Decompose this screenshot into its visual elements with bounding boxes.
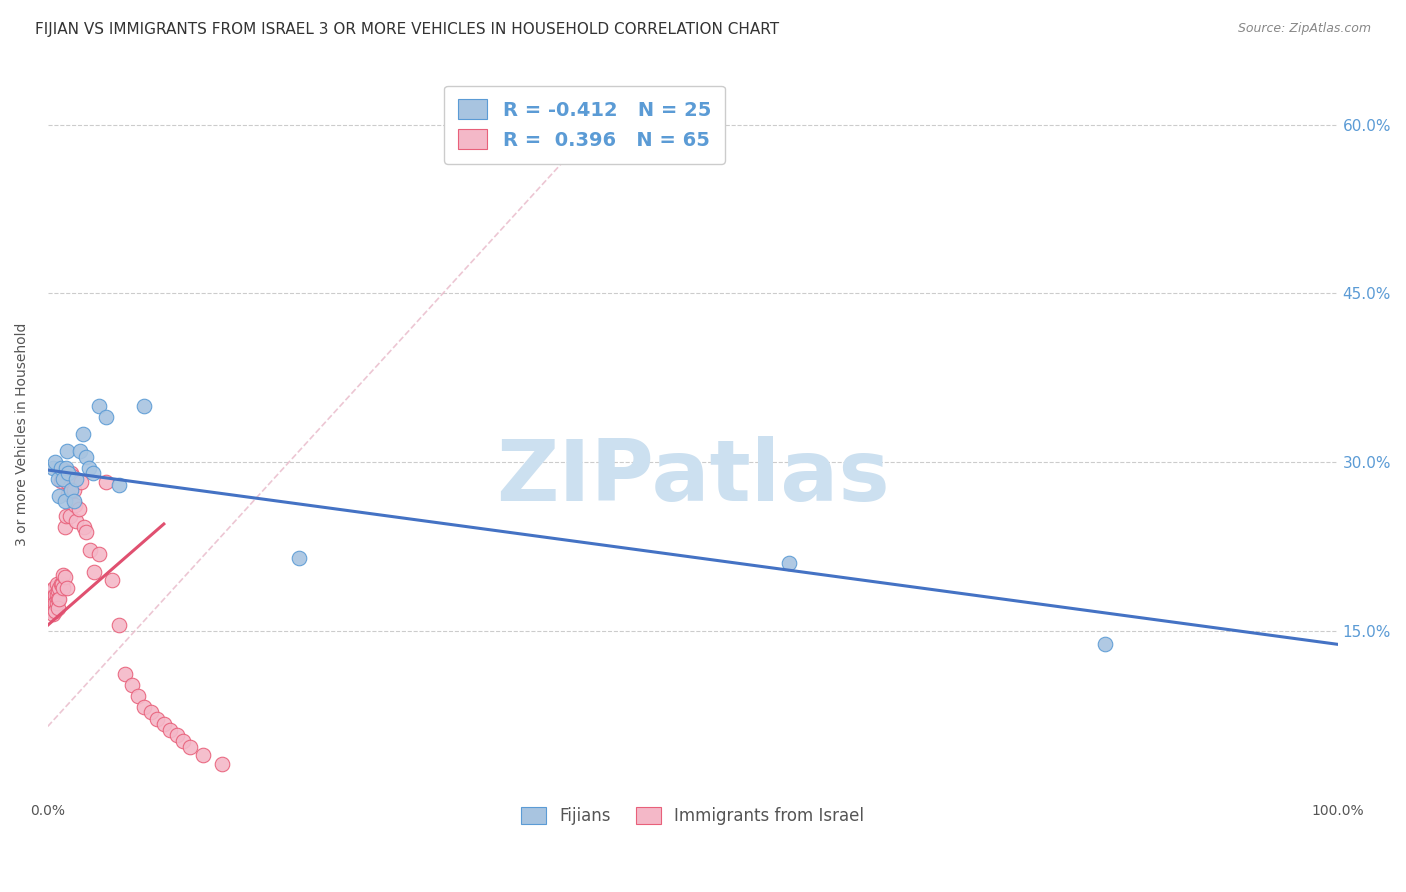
Text: Source: ZipAtlas.com: Source: ZipAtlas.com — [1237, 22, 1371, 36]
Point — [48, 489, 70, 503]
Y-axis label: 3 or more Vehicles in Household: 3 or more Vehicles in Household — [15, 322, 30, 546]
Point — [67, 502, 90, 516]
Point — [38, 584, 60, 599]
Point — [89, 399, 111, 413]
Point — [94, 475, 117, 490]
Point — [55, 464, 77, 478]
Legend: Fijians, Immigrants from Israel: Fijians, Immigrants from Israel — [512, 797, 875, 835]
Point — [166, 728, 188, 742]
Point — [49, 460, 72, 475]
Point — [44, 588, 66, 602]
Point — [62, 494, 84, 508]
Point — [39, 601, 62, 615]
Point — [65, 472, 87, 486]
Text: FIJIAN VS IMMIGRANTS FROM ISRAEL 3 OR MORE VEHICLES IN HOUSEHOLD CORRELATION CHA: FIJIAN VS IMMIGRANTS FROM ISRAEL 3 OR MO… — [35, 22, 779, 37]
Point — [1094, 637, 1116, 651]
Point — [45, 588, 67, 602]
Point — [62, 483, 84, 498]
Point — [58, 486, 80, 500]
Point — [41, 590, 63, 604]
Point — [69, 443, 91, 458]
Point — [53, 520, 76, 534]
Point — [75, 524, 97, 539]
Point — [107, 477, 129, 491]
Point — [44, 596, 66, 610]
Text: ZIPatlas: ZIPatlas — [496, 436, 890, 519]
Point — [121, 678, 143, 692]
Point — [72, 427, 94, 442]
Point — [46, 472, 69, 486]
Point — [48, 592, 70, 607]
Point — [77, 460, 100, 475]
Point — [44, 590, 66, 604]
Point — [70, 475, 93, 490]
Point — [42, 592, 65, 607]
Point — [59, 509, 82, 524]
Point — [56, 443, 79, 458]
Point — [46, 592, 69, 607]
Point — [56, 581, 79, 595]
Point — [134, 700, 156, 714]
Point — [134, 399, 156, 413]
Point — [55, 460, 77, 475]
Point — [59, 483, 82, 498]
Point — [94, 410, 117, 425]
Point — [82, 467, 104, 481]
Point — [46, 601, 69, 615]
Point — [41, 604, 63, 618]
Point — [44, 455, 66, 469]
Point — [179, 739, 201, 754]
Point — [53, 570, 76, 584]
Point — [42, 607, 65, 621]
Point — [288, 550, 311, 565]
Point — [52, 567, 75, 582]
Point — [153, 717, 176, 731]
Point — [51, 467, 73, 481]
Point — [65, 514, 87, 528]
Point — [44, 604, 66, 618]
Point — [44, 596, 66, 610]
Point — [49, 576, 72, 591]
Point — [159, 723, 181, 737]
Point — [52, 581, 75, 595]
Point — [79, 542, 101, 557]
Point — [127, 689, 149, 703]
Point — [172, 734, 194, 748]
Point — [45, 576, 67, 591]
Point — [60, 468, 83, 483]
Point — [101, 573, 124, 587]
Point — [41, 599, 63, 613]
Point — [55, 509, 77, 524]
Point — [139, 705, 162, 719]
Point — [89, 547, 111, 561]
Point — [191, 747, 214, 762]
Point — [778, 557, 800, 571]
Point — [146, 712, 169, 726]
Point — [211, 756, 233, 771]
Point — [59, 467, 82, 481]
Point — [58, 467, 80, 481]
Point — [56, 475, 79, 490]
Point — [75, 450, 97, 464]
Point — [45, 596, 67, 610]
Point — [51, 576, 73, 591]
Point — [73, 520, 96, 534]
Point — [83, 566, 105, 580]
Point — [107, 618, 129, 632]
Point — [39, 596, 62, 610]
Point — [53, 494, 76, 508]
Point — [48, 581, 70, 595]
Point — [42, 601, 65, 615]
Point — [52, 472, 75, 486]
Point — [49, 475, 72, 489]
Point — [46, 584, 69, 599]
Point — [42, 460, 65, 475]
Point — [44, 581, 66, 595]
Point — [63, 498, 86, 512]
Point — [114, 666, 136, 681]
